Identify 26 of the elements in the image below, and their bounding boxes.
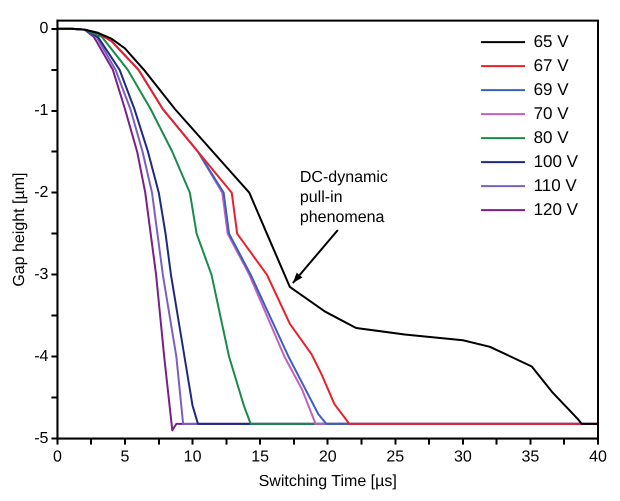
legend-label: 70 V: [534, 104, 570, 123]
y-tick-label: -4: [34, 348, 49, 366]
legend-label: 100 V: [534, 152, 579, 171]
y-tick-label: 0: [40, 20, 49, 38]
x-tick-label: 0: [52, 448, 62, 466]
y-tick-label: -1: [34, 102, 49, 120]
y-tick-label: -5: [34, 430, 49, 448]
y-tick-label: -2: [34, 184, 49, 202]
x-tick-label: 25: [386, 448, 404, 466]
x-tick-label: 10: [184, 448, 202, 466]
y-tick-label: -3: [34, 266, 49, 284]
legend-label: 110 V: [534, 176, 578, 195]
legend-label: 69 V: [534, 80, 570, 99]
x-tick-label: 5: [120, 448, 130, 466]
x-axis-title: Switching Time [µs]: [258, 472, 397, 490]
legend-label: 120 V: [534, 200, 579, 219]
legend-label: 80 V: [534, 128, 570, 147]
x-tick-label: 35: [522, 448, 540, 466]
legend-label: 65 V: [534, 32, 570, 51]
x-tick-label: 40: [589, 448, 607, 466]
y-axis-title: Gap height [µm]: [11, 172, 28, 287]
x-tick-label: 20: [318, 448, 337, 466]
x-tick-label: 30: [454, 448, 472, 466]
annotation: DC-dynamic pull-in phenomena: [300, 168, 388, 226]
legend-label: 67 V: [534, 56, 570, 75]
x-tick-label: 15: [251, 448, 270, 466]
